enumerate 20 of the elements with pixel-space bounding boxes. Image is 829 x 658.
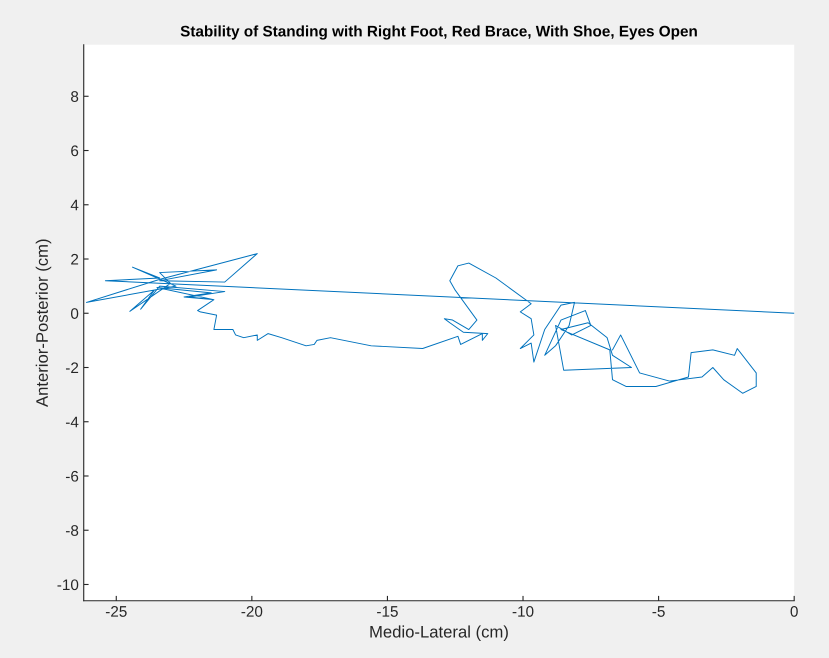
y-tick-label: -2: [66, 362, 78, 374]
y-tick-label: -10: [57, 579, 78, 590]
x-tick-label: -25: [106, 606, 127, 617]
x-tick-label: -20: [241, 606, 262, 617]
y-tick-label: 0: [70, 308, 78, 319]
y-tick-label: 2: [71, 254, 78, 265]
x-tick-label: -15: [377, 606, 398, 617]
y-tick-label: -8: [66, 525, 78, 536]
y-tick-label: -4: [66, 416, 78, 428]
line-series: [86, 253, 794, 394]
y-axis-title: Anterior-Posterior (cm): [36, 240, 52, 407]
x-tick-label: 0: [790, 606, 798, 617]
y-tick-label: 4: [70, 200, 78, 210]
x-tick-label: -10: [512, 606, 534, 617]
x-tick-label: -5: [652, 606, 665, 617]
y-tick-label: 8: [71, 91, 78, 102]
x-axis-title: Medio-Lateral (cm): [370, 625, 508, 641]
y-tick-label: 6: [71, 145, 78, 156]
y-tick-label: -6: [66, 470, 78, 482]
chart-title: Stability of Standing with Right Foot, Red Brace, With Shoe, Eyes Open: [180, 25, 697, 40]
